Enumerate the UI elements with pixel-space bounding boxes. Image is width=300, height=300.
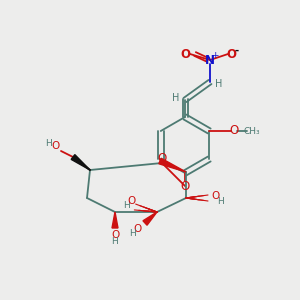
Text: H: H: [45, 139, 51, 148]
Text: H: H: [124, 200, 130, 209]
Text: O: O: [211, 191, 219, 201]
Text: H: H: [112, 238, 118, 247]
Text: H: H: [129, 230, 135, 238]
Text: N: N: [205, 53, 215, 67]
Polygon shape: [112, 212, 118, 228]
Text: +: +: [211, 50, 219, 59]
Text: O: O: [180, 47, 190, 61]
Text: O: O: [180, 179, 190, 193]
Text: -: -: [235, 46, 239, 56]
Polygon shape: [71, 154, 90, 170]
Text: H: H: [215, 79, 223, 89]
Text: O: O: [230, 124, 239, 137]
Text: O: O: [133, 224, 141, 234]
Polygon shape: [143, 212, 157, 225]
Text: CH₃: CH₃: [244, 127, 261, 136]
Text: O: O: [226, 47, 236, 61]
Text: O: O: [52, 141, 60, 151]
Text: O: O: [128, 196, 136, 206]
Text: H: H: [172, 93, 180, 103]
Text: O: O: [111, 230, 119, 240]
Text: H: H: [217, 196, 224, 206]
Polygon shape: [159, 158, 186, 172]
Text: O: O: [158, 152, 166, 166]
